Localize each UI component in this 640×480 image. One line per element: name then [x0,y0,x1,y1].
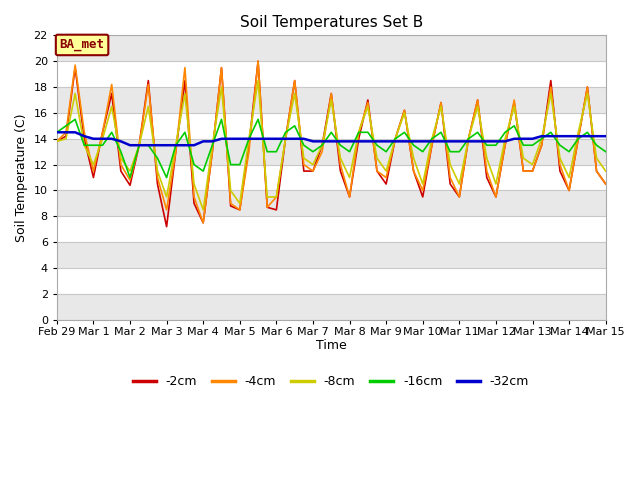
Title: Soil Temperatures Set B: Soil Temperatures Set B [239,15,423,30]
Bar [57,36,605,61]
Bar [57,294,605,320]
Bar [57,139,605,165]
Y-axis label: Soil Temperature (C): Soil Temperature (C) [15,113,28,242]
X-axis label: Time: Time [316,339,347,352]
Bar [57,191,605,216]
Bar [57,242,605,268]
Legend: -2cm, -4cm, -8cm, -16cm, -32cm: -2cm, -4cm, -8cm, -16cm, -32cm [129,370,534,393]
Text: BA_met: BA_met [60,38,104,51]
Bar [57,87,605,113]
